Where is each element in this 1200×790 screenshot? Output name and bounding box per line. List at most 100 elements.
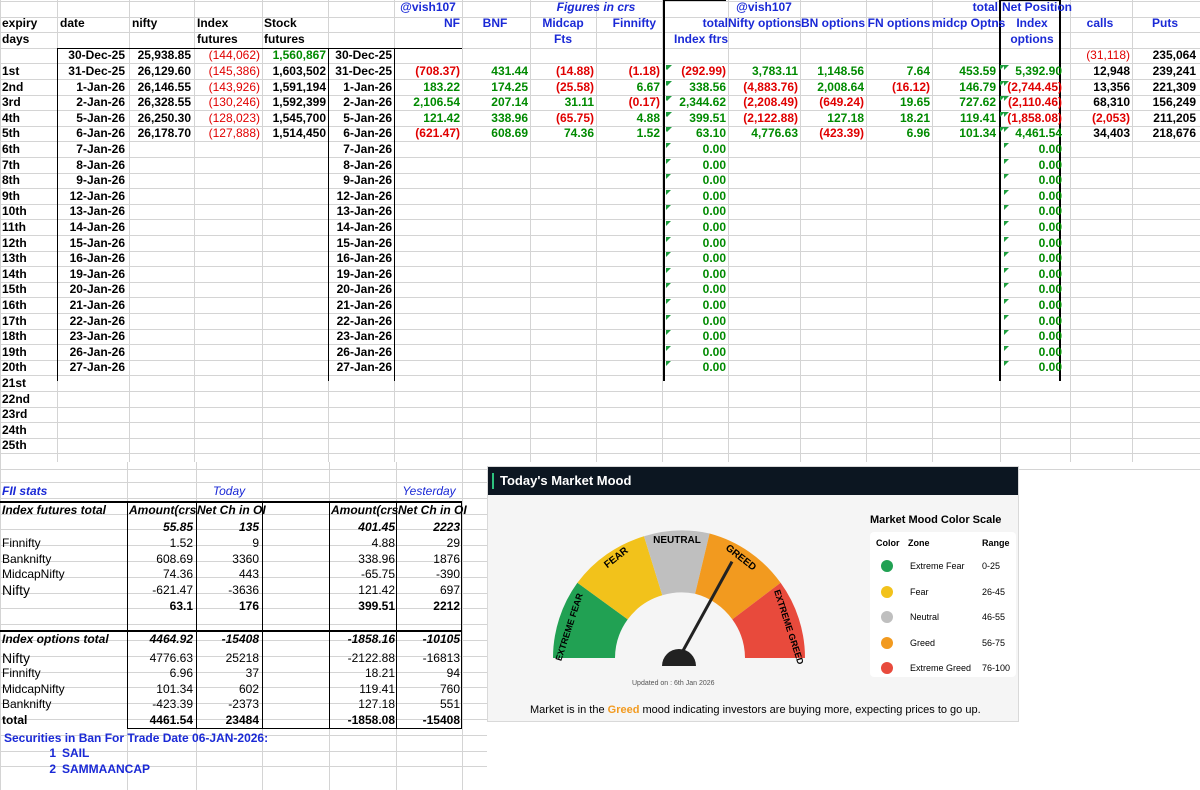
date-cell: 7-Jan-26 xyxy=(76,142,125,156)
column-gridline xyxy=(800,0,801,462)
legend-color-dot xyxy=(881,636,893,649)
column-gridline xyxy=(262,0,263,462)
row-gridline xyxy=(0,110,1200,112)
calls-cell: 12,948 xyxy=(1093,64,1130,78)
today-amount-cell: 4461.54 xyxy=(149,712,193,727)
column-gridline xyxy=(1132,0,1133,462)
row-gridline xyxy=(0,16,1200,18)
yesterday-netch-cell: 29 xyxy=(446,535,460,550)
fii-row-label: Finnifty xyxy=(2,535,41,550)
net-position-cell: 0.00 xyxy=(1038,298,1062,312)
total-ftrs-cell: 0.00 xyxy=(702,235,726,250)
fii-row-label: Nifty xyxy=(2,582,30,599)
row-gridline xyxy=(0,750,487,752)
expiry-day: 16th xyxy=(2,298,27,312)
cell-note-marker xyxy=(1004,80,1009,86)
legend-range: 46-55 xyxy=(982,612,1006,622)
cell-note-marker xyxy=(666,283,671,289)
index-futures-header: futures xyxy=(197,32,238,46)
legend-zone: Extreme Greed xyxy=(910,663,972,673)
date-cell: 22-Jan-26 xyxy=(69,313,125,328)
today-amount-cell: 63.1 xyxy=(169,599,193,613)
row-gridline xyxy=(0,545,487,547)
gauge-extreme-fear xyxy=(553,582,628,658)
figures-in-crs: Figures in crs xyxy=(556,0,636,14)
expiry-day: 18th xyxy=(2,329,27,344)
puts-cell: 235,064 xyxy=(1152,48,1196,62)
date-cell: 2-Jan-26 xyxy=(76,95,125,110)
border xyxy=(1059,0,1061,381)
date-cell: 19-Jan-26 xyxy=(69,266,125,281)
legend-zone: Fear xyxy=(910,586,929,597)
gauge-label-neutral: NEUTRAL xyxy=(653,535,701,546)
cell-note-marker xyxy=(666,330,671,336)
row-gridline xyxy=(0,359,1200,361)
total-ftrs-cell: 0.00 xyxy=(702,142,726,156)
date-cell: 31-Dec-25 xyxy=(68,64,125,78)
index-options-header: Index xyxy=(1016,16,1048,30)
row-gridline xyxy=(0,640,487,641)
fts-header: Fts xyxy=(554,32,572,46)
nifty-options-cell: 3,783.11 xyxy=(751,64,798,78)
puts-header: Puts xyxy=(1151,16,1178,30)
yesterday-amount-cell: 401.45 xyxy=(358,520,395,534)
date2-cell: 13-Jan-26 xyxy=(336,204,392,219)
expiry-day: 5th xyxy=(2,126,20,141)
row-gridline xyxy=(0,719,487,720)
row-gridline xyxy=(0,608,487,610)
yesterday-netch-cell: -390 xyxy=(435,567,460,582)
column-gridline xyxy=(932,0,933,462)
ban-item-name: SAMMAANCAP xyxy=(62,762,150,776)
date2-cell: 14-Jan-26 xyxy=(336,220,392,234)
cell-note-marker xyxy=(666,205,671,211)
expiry-day: 12th xyxy=(2,235,27,250)
net-position-cell: (2,744.45) xyxy=(1007,79,1062,94)
index-options-total-label: Index options total xyxy=(2,632,109,646)
today-netch-cell: -15408 xyxy=(221,632,259,646)
legend-range-header: Range xyxy=(982,538,1010,548)
expiry-day: 11th xyxy=(2,220,27,234)
net-position-cell: 0.00 xyxy=(1038,344,1062,359)
date2-cell: 26-Jan-26 xyxy=(336,344,392,359)
fii-row-label: MidcapNifty xyxy=(2,681,65,696)
puts-cell: 211,205 xyxy=(1153,110,1196,125)
date2-cell: 16-Jan-26 xyxy=(336,251,392,266)
row-gridline xyxy=(0,313,1200,314)
today-amount-cell: -621.47 xyxy=(152,583,193,598)
midcp-optns-cell: 119.41 xyxy=(959,110,996,125)
date-cell: 8-Jan-26 xyxy=(76,157,125,172)
net-position-header: Net Position xyxy=(1002,0,1073,14)
mood-updated: Updated on : 6th Jan 2026 xyxy=(632,680,715,687)
cell-note-marker xyxy=(666,299,671,304)
expiry-day: 22nd xyxy=(2,391,31,406)
nf-cell: 121.42 xyxy=(423,110,460,125)
gauge-needle-base xyxy=(662,649,696,666)
stock-header: Stock xyxy=(264,16,297,30)
total-ftrs-cell: 0.00 xyxy=(702,157,726,172)
row-gridline xyxy=(0,125,1200,127)
border xyxy=(664,0,726,1)
yesterday-netch-cell: 2223 xyxy=(433,520,460,534)
cell-note-marker xyxy=(666,236,671,242)
vish-handle-2: @vish107 xyxy=(736,0,792,14)
legend-range: 26-45 xyxy=(982,586,1006,597)
cell-note-marker xyxy=(1004,330,1009,336)
row-gridline xyxy=(0,32,1200,34)
column-gridline xyxy=(662,0,663,462)
expiry-day: 24th xyxy=(2,422,27,437)
cell-note-marker xyxy=(666,143,671,148)
nifty-cell: 26,250.30 xyxy=(137,110,191,125)
gauge-needle xyxy=(677,560,734,659)
today-netch-cell: 176 xyxy=(238,599,259,613)
date2-cell: 8-Jan-26 xyxy=(343,157,392,172)
total-ftrs-header: total xyxy=(702,16,728,30)
bn-options-cell: (423.39) xyxy=(819,126,864,141)
cell-note-marker xyxy=(1004,189,1009,195)
cell-note-marker xyxy=(1004,143,1009,148)
bn-options-cell: 127.18 xyxy=(827,110,864,125)
column-gridline xyxy=(596,0,597,462)
row-gridline xyxy=(0,47,1200,49)
today-netch-header: Net Ch in OI xyxy=(197,503,266,517)
today-amount-cell: -423.39 xyxy=(152,697,193,712)
border xyxy=(262,501,263,729)
